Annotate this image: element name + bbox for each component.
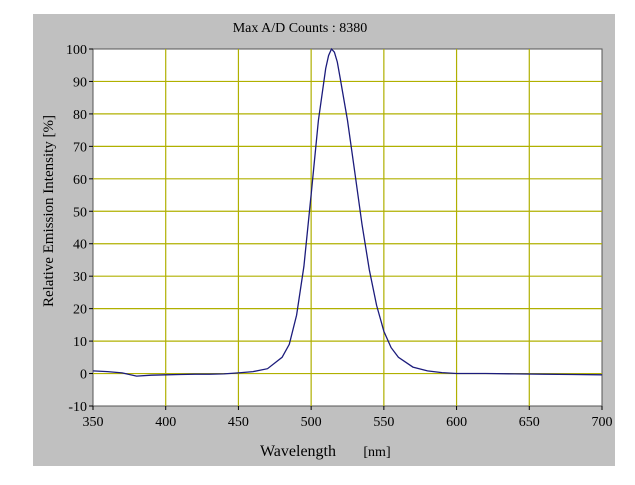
x-tick-label: 400 bbox=[155, 415, 176, 430]
y-tick-label: 60 bbox=[73, 173, 87, 188]
x-tick-label: 600 bbox=[446, 415, 467, 430]
x-tick-label: 500 bbox=[301, 415, 322, 430]
y-tick-label: 70 bbox=[73, 140, 87, 155]
chart-title: Max A/D Counts : 8380 bbox=[233, 21, 368, 36]
x-axis-unit: [nm] bbox=[363, 445, 390, 460]
y-tick-label: 90 bbox=[73, 75, 87, 90]
y-tick-label: 30 bbox=[73, 270, 87, 285]
plot-area bbox=[92, 48, 603, 407]
y-axis-ticks: -10 0 10 20 30 40 50 60 70 80 90 100 bbox=[66, 43, 93, 415]
y-tick-label: 10 bbox=[73, 335, 87, 350]
x-tick-label: 450 bbox=[228, 415, 249, 430]
y-tick-label: 0 bbox=[80, 368, 87, 383]
y-tick-label: 20 bbox=[73, 303, 87, 318]
y-tick-label: 80 bbox=[73, 108, 87, 123]
y-tick-label: 50 bbox=[73, 205, 87, 220]
x-axis-label: Wavelength bbox=[260, 443, 336, 460]
x-tick-label: 350 bbox=[83, 415, 104, 430]
y-tick-label: 40 bbox=[73, 238, 87, 253]
x-tick-label: 550 bbox=[373, 415, 394, 430]
grid-lines bbox=[93, 49, 602, 406]
emission-series-line bbox=[92, 47, 603, 377]
y-tick-label: 100 bbox=[66, 43, 87, 58]
y-tick-label: -10 bbox=[68, 400, 87, 415]
x-tick-label: 650 bbox=[519, 415, 540, 430]
y-axis-label: Relative Emission Intensity [%] bbox=[41, 115, 57, 307]
x-tick-label: 700 bbox=[592, 415, 613, 430]
x-axis-ticks: 350 400 450 500 550 600 650 700 bbox=[83, 406, 613, 430]
